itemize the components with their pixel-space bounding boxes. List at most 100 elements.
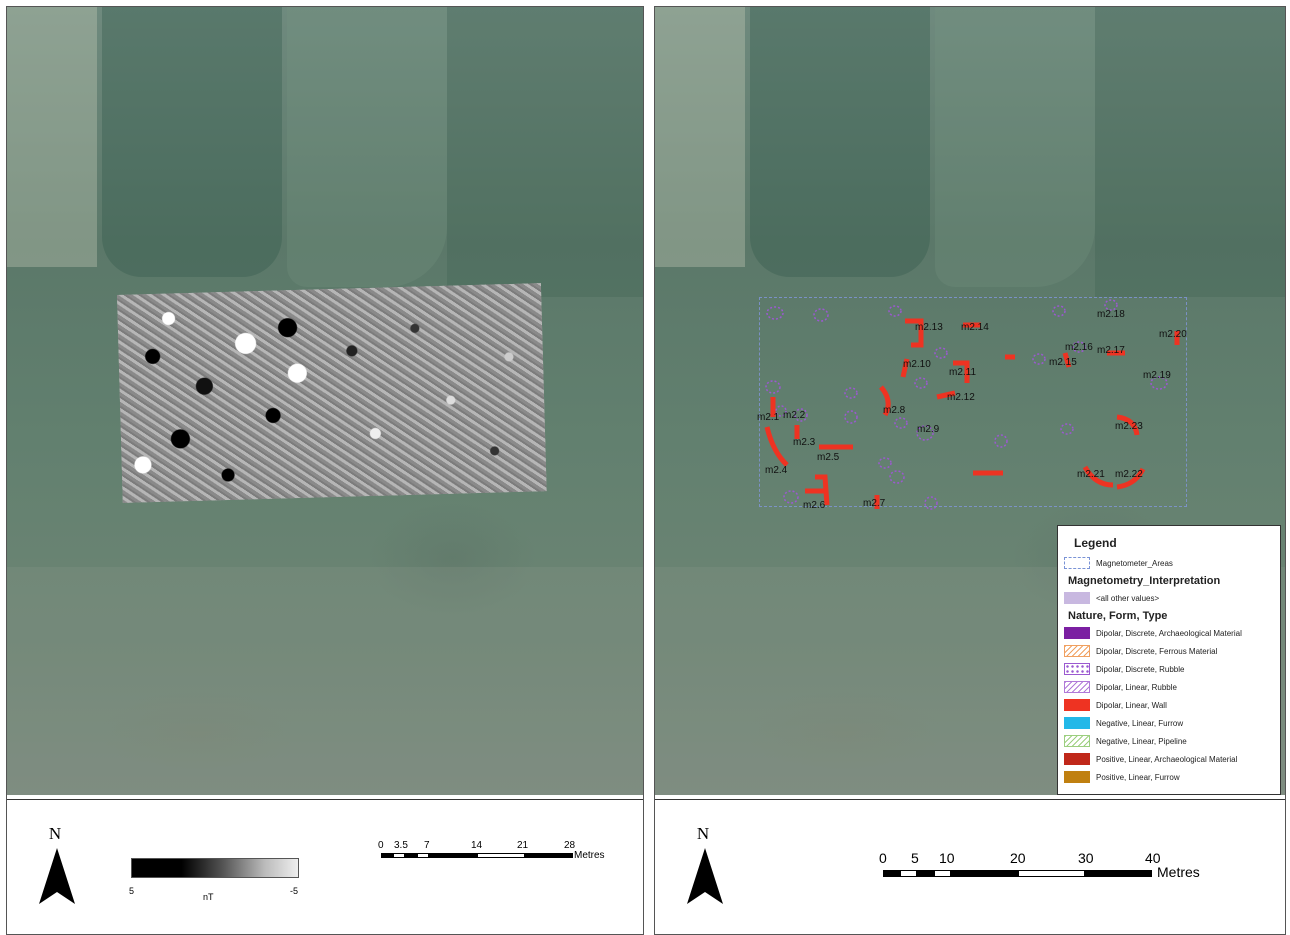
wall-feature [764,426,789,467]
legend-interpretation-title: Magnetometry_Interpretation [1068,575,1221,587]
ramp-min-label: 5 [129,886,135,896]
scale-tick: 5 [911,850,919,866]
anomaly-label: m2.2 [783,410,806,421]
north-arrow-icon [687,848,723,904]
scale-tick: 10 [939,850,955,866]
ramp-unit-label: nT [203,892,214,902]
scale-segment [1018,870,1085,877]
scale-tick: 40 [1145,850,1161,866]
legend-label: Negative, Linear, Pipeline [1096,736,1187,746]
scale-segment [417,853,429,858]
legend-swatch [1064,557,1090,569]
anomaly-label: m2.1 [757,412,780,423]
scale-tick: 21 [517,840,529,851]
legend-swatch [1064,645,1090,657]
colour-ramp [131,858,299,878]
anomaly-label: m2.7 [863,498,886,509]
field-strip [102,7,282,277]
anomaly-label: m2.14 [961,322,989,333]
magnetometry-greyscale-plot [117,283,547,503]
scale-tick: 0 [378,840,384,851]
anomaly-label: m2.12 [947,392,975,403]
left-map-panel: N 5 nT -5 0 3.5 7 14 21 28 Metres [6,6,644,935]
legend-entries: Dipolar, Discrete, Archaeological Materi… [1064,624,1274,786]
wall-feature [1062,352,1072,368]
north-label: N [696,824,710,843]
legend-label: Dipolar, Linear, Wall [1096,700,1167,710]
legend-swatch [1064,753,1090,765]
scale-tick: 28 [564,840,576,851]
wall-feature [1082,465,1114,488]
legend-label: Dipolar, Discrete, Ferrous Material [1096,646,1218,656]
legend-label: Dipolar, Linear, Rubble [1096,682,1177,692]
wall-feature [905,318,924,348]
scale-unit: Metres [1157,864,1200,880]
right-map-footer: N 0 5 10 20 30 40 Metres [655,799,1285,934]
legend-row-other: <all other values> [1064,589,1274,607]
anomaly-label: m2.13 [915,322,943,333]
aerial-imagery-left [7,7,643,795]
scale-segment [951,870,1018,877]
scale-segment [900,870,917,877]
scale-tick: 30 [1078,850,1094,866]
field-strip [1095,7,1285,297]
anomaly-label: m2.10 [903,359,931,370]
legend-swatch [1064,771,1090,783]
scale-segment [917,870,934,877]
legend-label: Negative, Linear, Furrow [1096,718,1184,728]
field-strip [287,7,447,287]
anomaly-label: m2.21 [1077,469,1105,480]
scale-segment [393,853,405,858]
ramp-max-label: -5 [290,886,299,896]
anomaly-label: m2.8 [883,405,906,416]
legend-label: Dipolar, Discrete, Archaeological Materi… [1096,628,1242,638]
anomaly-label: m2.17 [1097,345,1125,356]
scale-tick: 7 [424,840,430,851]
anomaly-label: m2.15 [1049,357,1077,368]
north-arrow-icon [39,848,75,904]
aerial-imagery-right: m2.1 m2.2 m2.3 m2.4 m2.5 m2.6 m2.7 m2.8 … [655,7,1285,795]
scale-bar-right: 0 5 10 20 30 40 Metres [879,850,1243,900]
legend-label: Positive, Linear, Archaeological Materia… [1096,754,1238,764]
wall-feature [1116,467,1146,490]
magnetometer-area-outline [759,297,1187,507]
legend-label: Magnetometer_Areas [1096,558,1173,568]
anomaly-label: m2.23 [1115,421,1143,432]
scale-tick: 3.5 [394,840,408,851]
north-label: N [48,824,62,843]
legend-row: Negative, Linear, Furrow [1064,714,1274,732]
legend-swatch [1064,627,1090,639]
field-strip [750,7,930,277]
scale-segment [381,853,393,858]
legend-row: Dipolar, Discrete, Rubble [1064,660,1274,678]
scale-segment [405,853,417,858]
wall-feature [1116,414,1140,436]
legend-label: Dipolar, Discrete, Rubble [1096,664,1185,674]
anomaly-label: m2.16 [1065,342,1093,353]
legend-swatch [1064,717,1090,729]
map-legend: Legend Magnetometer_Areas Magnetometry_I… [1057,525,1281,795]
left-map-footer: N 5 nT -5 0 3.5 7 14 21 28 Metres [7,799,643,934]
anomaly-label: m2.4 [765,465,788,476]
legend-swatch [1064,681,1090,693]
scale-bar-left: 0 3.5 7 14 21 28 Metres [378,840,605,880]
wall-feature [815,474,830,506]
scale-tick: 14 [471,840,483,851]
legend-row: Negative, Linear, Pipeline [1064,732,1274,750]
anomaly-label: m2.6 [803,500,826,511]
legend-swatch [1064,663,1090,675]
anomaly-label: m2.11 [949,367,977,378]
anomaly-label: m2.9 [917,424,940,435]
legend-swatch [1064,699,1090,711]
field-strip [7,567,643,795]
scale-segment [477,853,525,858]
legend-label: Positive, Linear, Furrow [1096,772,1180,782]
anomaly-label: m2.3 [793,437,816,448]
field-strip [935,7,1095,287]
wall-feature [953,360,970,383]
anomaly-label: m2.20 [1159,329,1187,340]
anomaly-label: m2.5 [817,452,840,463]
legend-row: Dipolar, Linear, Wall [1064,696,1274,714]
scale-tick: 0 [879,850,887,866]
legend-row: Dipolar, Discrete, Archaeological Materi… [1064,624,1274,642]
